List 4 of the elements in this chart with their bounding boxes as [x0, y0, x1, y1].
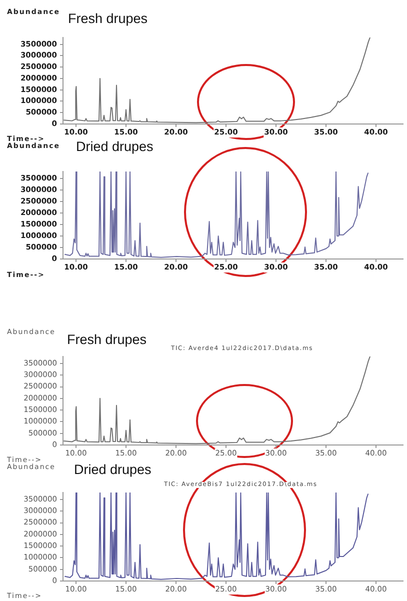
chart-title: Dried drupes [74, 462, 152, 477]
chart-title: Dried drupes [76, 139, 154, 154]
chart-title: Fresh drupes [67, 332, 147, 347]
chart-title: Fresh drupes [68, 11, 148, 26]
